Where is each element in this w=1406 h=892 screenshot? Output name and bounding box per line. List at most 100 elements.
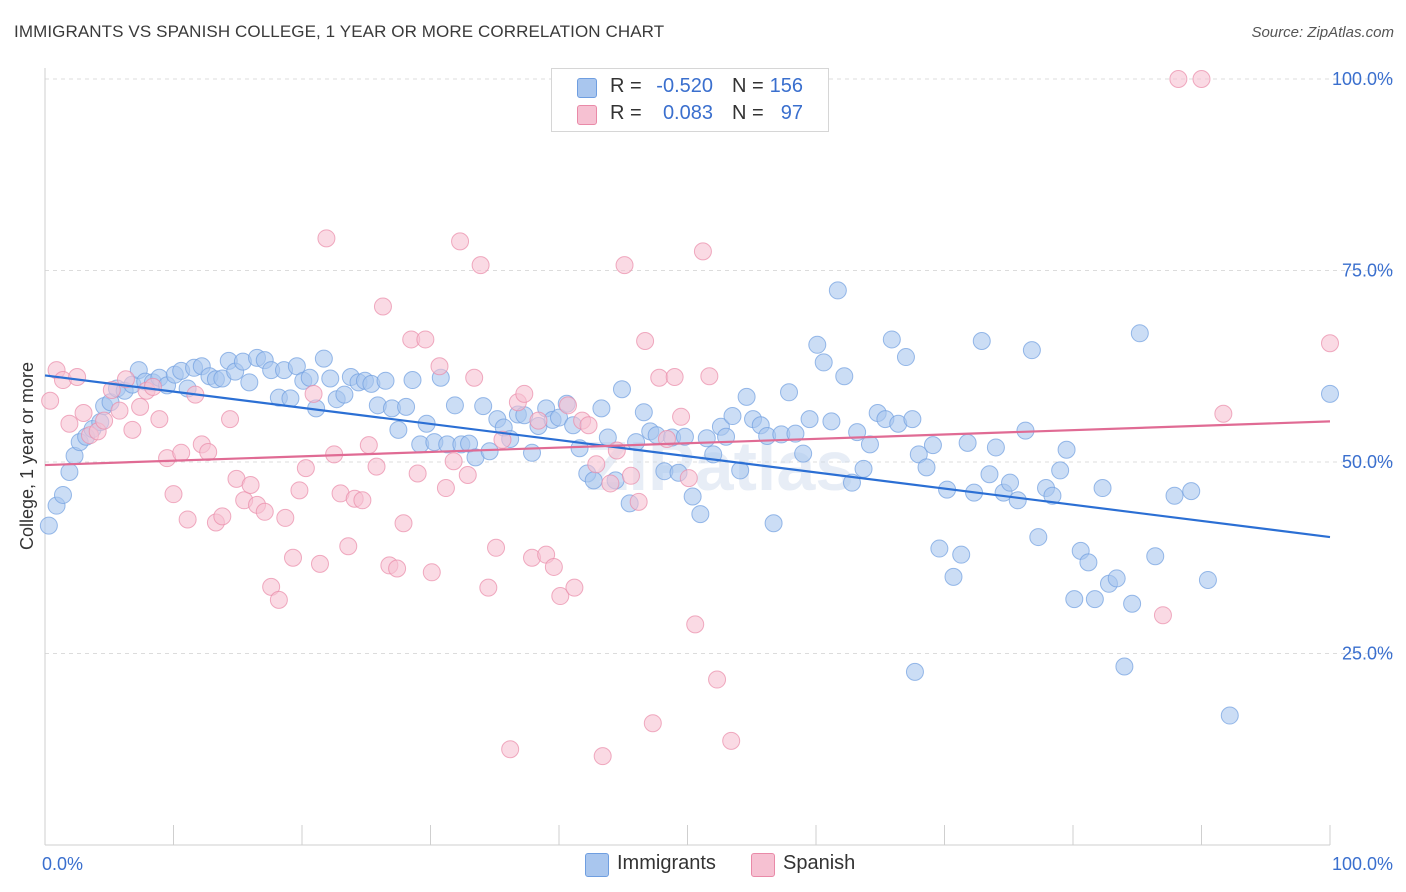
immigrants-point (952, 545, 971, 564)
spanish-point (529, 411, 548, 430)
immigrants-point (905, 662, 924, 681)
spanish-point (693, 242, 712, 261)
spanish-point (339, 537, 358, 556)
axes (44, 68, 1331, 846)
r-value: 0.083 (662, 102, 713, 124)
immigrants-point (764, 514, 783, 533)
r-label: R = (610, 75, 642, 97)
spanish-point (544, 557, 563, 576)
immigrants-point (1093, 479, 1112, 498)
immigrants-point (1198, 570, 1217, 589)
spanish-point (367, 457, 386, 476)
immigrants-point (882, 330, 901, 349)
immigrants-point (835, 367, 854, 386)
n-label: N = (732, 75, 764, 97)
spanish-point (416, 330, 435, 349)
legend-row-immigrants: R = -0.520 N = 156 (552, 73, 828, 101)
spanish-point (1153, 606, 1172, 625)
spanish-swatch (751, 853, 775, 877)
immigrants-point (300, 368, 319, 387)
immigrants-point (1165, 486, 1184, 505)
immigrants-point (1079, 553, 1098, 572)
legend-row-spanish: R = 0.083 N = 97 (552, 100, 828, 128)
y-tick-label: 75.0% (1342, 261, 1393, 281)
spanish-point (290, 481, 309, 500)
spanish-point (143, 377, 162, 396)
spanish-point (74, 403, 93, 422)
spanish-point (255, 502, 274, 521)
spanish-point (515, 384, 534, 403)
spanish-point (458, 466, 477, 485)
immigrants-point (1057, 440, 1076, 459)
spanish-point (708, 670, 727, 689)
immigrants-point (814, 353, 833, 372)
spanish-point (565, 578, 584, 597)
spanish-point (388, 559, 407, 578)
chart-title: IMMIGRANTS VS SPANISH COLLEGE, 1 YEAR OR… (14, 22, 665, 41)
spanish-point (164, 485, 183, 504)
immigrants-point (1220, 706, 1239, 725)
x-tick-label: 0.0% (42, 854, 83, 874)
spanish-point (1214, 404, 1233, 423)
spanish-point (444, 452, 463, 471)
spanish-point (353, 491, 372, 510)
immigrants-point (612, 380, 631, 399)
immigrants-point (980, 465, 999, 484)
spanish-point (679, 469, 698, 488)
n-label: N = (732, 102, 764, 124)
immigrants-point (550, 408, 568, 427)
immigrants-point (1321, 384, 1339, 403)
spanish-point (241, 475, 260, 494)
n-value: 156 (769, 75, 803, 97)
immigrants-point (972, 331, 991, 350)
spanish-point (722, 731, 741, 750)
spanish-point (296, 459, 315, 478)
immigrants-point (389, 420, 408, 439)
immigrants-point (808, 335, 827, 354)
immigrants-point (60, 462, 79, 481)
spanish-swatch (577, 105, 597, 125)
immigrants-point (896, 348, 915, 367)
spanish-point (1192, 70, 1211, 88)
spanish-point (629, 492, 648, 511)
spanish-point (110, 401, 129, 420)
immigrants-point (1029, 528, 1048, 547)
spanish-point (317, 229, 336, 248)
spanish-point (269, 590, 288, 609)
spanish-point (686, 615, 705, 634)
immigrants-point (523, 443, 542, 462)
immigrants-point (1043, 486, 1062, 505)
spanish-point (493, 430, 512, 449)
grid-lines (45, 78, 1393, 654)
spanish-point (116, 370, 135, 389)
immigrants-point (1001, 473, 1020, 492)
spanish-point (394, 514, 413, 533)
immigrants-trend-line (44, 374, 1331, 539)
spanish-point (373, 297, 392, 316)
immigrants-point (1123, 594, 1142, 613)
spanish-point (593, 747, 612, 766)
spanish-point (451, 232, 470, 251)
immigrants-point (780, 383, 799, 402)
x-tick-label: 100.0% (1332, 854, 1393, 874)
spanish-point (310, 554, 329, 573)
spanish-point (465, 368, 484, 387)
immigrants-point (53, 485, 72, 504)
spanish-trend-line (44, 420, 1331, 467)
spanish-point (304, 384, 323, 403)
spanish-point (579, 416, 598, 435)
spanish-point (150, 410, 169, 429)
immigrants-point (1146, 547, 1165, 566)
spanish-point (650, 368, 669, 387)
immigrants-point (683, 487, 702, 506)
spanish-point (60, 414, 79, 433)
immigrants-swatch (577, 78, 597, 98)
spanish-point (700, 367, 719, 386)
immigrants-point (794, 444, 813, 463)
immigrants-point (1085, 590, 1104, 609)
immigrants-point (634, 403, 653, 422)
spanish-point (213, 507, 232, 526)
spanish-point (643, 714, 662, 733)
spanish-point (284, 548, 303, 567)
immigrants-point (335, 385, 354, 404)
